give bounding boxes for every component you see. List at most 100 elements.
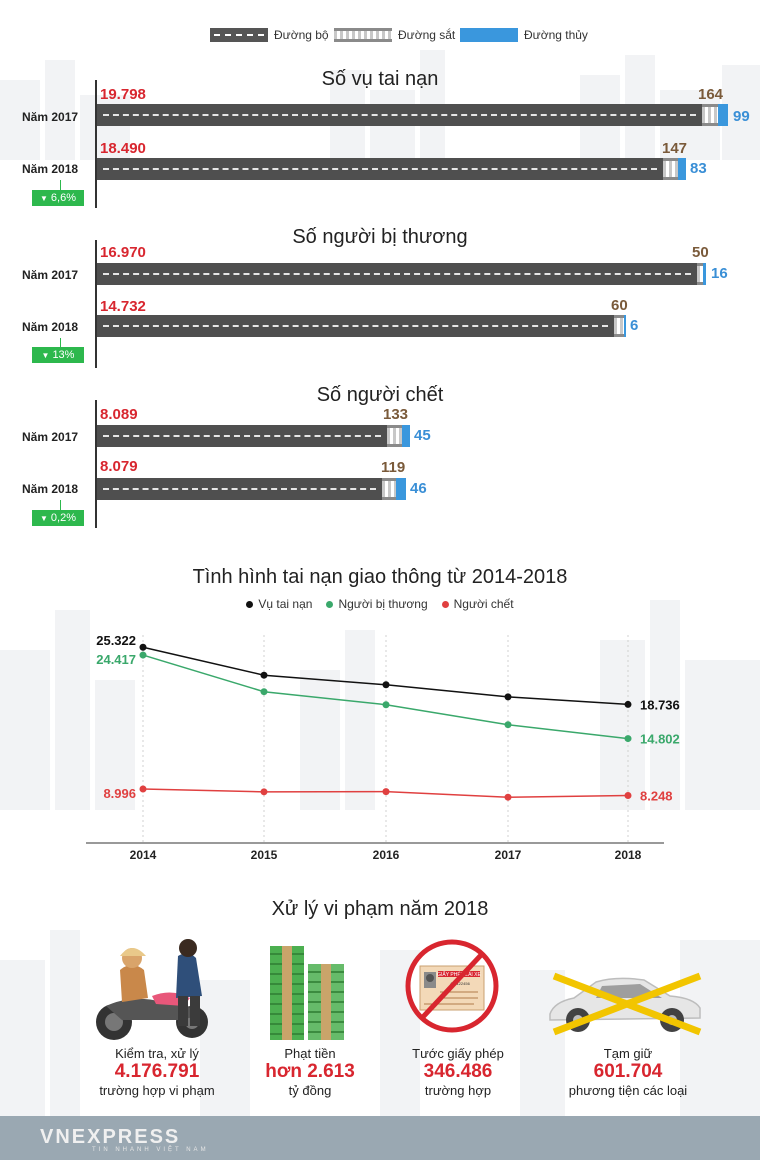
injured-title: Số người bị thương bbox=[292, 226, 468, 248]
deaths-year-2018: Năm 2018 bbox=[22, 482, 79, 496]
stat-license-sub: trường hợp bbox=[424, 1083, 492, 1098]
point-deaths-2016 bbox=[382, 788, 390, 796]
point-accidents-2016 bbox=[382, 681, 390, 689]
line-chart: 25.322 18.736 24.417 14.802 8.996 8.248 2014 2… bbox=[86, 633, 680, 862]
accidents-2017-rail-bar bbox=[702, 104, 718, 126]
injured-year-2017: Năm 2017 bbox=[22, 268, 79, 282]
brand-logo[interactable]: VNEXPRESS bbox=[40, 1126, 181, 1148]
accidents-2018-road-label: 18.490 bbox=[100, 140, 146, 157]
point-injured-2014 bbox=[139, 651, 147, 659]
point-injured-2017 bbox=[504, 721, 512, 729]
x-tick-2014: 2014 bbox=[130, 848, 157, 862]
injured-2018-road-bar bbox=[97, 315, 614, 337]
point-accidents-2018 bbox=[624, 700, 632, 708]
point-accidents-2014 bbox=[139, 643, 147, 651]
license-heading: GIẤY PHÉP LÁI XE bbox=[437, 971, 481, 978]
injured-axis bbox=[95, 240, 97, 368]
legend-road-label: Đường bộ bbox=[274, 28, 329, 42]
injured-change-connector bbox=[60, 338, 61, 348]
injured-2018-water-label: 6 bbox=[630, 317, 639, 334]
injured-year-2018: Năm 2018 bbox=[22, 320, 79, 334]
accidents-year-2017: Năm 2017 bbox=[22, 110, 79, 124]
injured-2018-rail-label: 60 bbox=[611, 297, 628, 314]
point-deaths-2014 bbox=[139, 785, 147, 793]
legend-injured-label: Người bị thương bbox=[338, 597, 428, 611]
injured-change-badge: ▼ 13% bbox=[32, 347, 84, 363]
accidents-2017-water-label: 99 bbox=[733, 108, 750, 125]
deaths-2018-rail-bar bbox=[382, 478, 396, 500]
point-deaths-2018 bbox=[624, 791, 632, 799]
legend-injured: Người bị thương bbox=[326, 596, 428, 612]
accidents-change-connector bbox=[60, 180, 61, 190]
legend-road: Đường bộ bbox=[210, 24, 329, 46]
revoked-license-icon: GIẤY PHÉP LÁI XE AK 122456 bbox=[405, 939, 499, 1033]
label-injured-last: 14.802 bbox=[640, 732, 680, 747]
accidents-2017-road-bar bbox=[97, 104, 702, 126]
deaths-2018-water-label: 46 bbox=[410, 480, 427, 497]
deaths-title: Số người chết bbox=[316, 384, 444, 406]
deaths-change-connector bbox=[60, 500, 61, 510]
stat-fine: Phạt tiền hơn 2.613 tỷ đồng bbox=[230, 1046, 390, 1098]
deaths-2018-road-label: 8.079 bbox=[100, 458, 138, 475]
point-deaths-2017 bbox=[504, 793, 512, 801]
accidents-2017-road-label: 19.798 bbox=[100, 86, 146, 103]
x-tick-2015: 2015 bbox=[251, 848, 278, 862]
line-chart-title: Tình hình tai nạn giao thông từ 2014-201… bbox=[192, 566, 568, 588]
point-injured-2018 bbox=[624, 735, 632, 743]
label-deaths-last: 8.248 bbox=[640, 788, 673, 803]
stat-license: Tước giấy phép 346.486 trường hợp bbox=[378, 1046, 538, 1098]
accidents-2017-water-bar bbox=[718, 104, 728, 126]
accidents-2018-road-bar bbox=[97, 158, 663, 180]
injured-change-value: 13% bbox=[52, 349, 75, 361]
deaths-year-2017: Năm 2017 bbox=[22, 430, 79, 444]
accidents-change-value: 6,6% bbox=[50, 192, 76, 204]
down-triangle-icon: ▼ bbox=[40, 193, 48, 203]
stat-impound-sub: phương tiện các loại bbox=[568, 1083, 688, 1098]
impounded-car-icon bbox=[549, 972, 702, 1036]
accidents-2018-water-label: 83 bbox=[690, 160, 707, 177]
deaths-2018-water-bar bbox=[396, 478, 406, 500]
legend-water-label: Đường thủy bbox=[524, 28, 588, 42]
deaths-change-badge: ▼ 0,2% bbox=[32, 510, 84, 526]
injured-2017-road-label: 16.970 bbox=[100, 244, 146, 261]
violations-title: Xử lý vi phạm năm 2018 bbox=[271, 898, 489, 920]
legend-rail-label: Đường sắt bbox=[398, 28, 456, 42]
point-accidents-2015 bbox=[260, 671, 268, 679]
deaths-2017-rail-label: 133 bbox=[383, 406, 409, 423]
deaths-2017-water-bar bbox=[402, 425, 410, 447]
legend-dot-black bbox=[246, 600, 254, 608]
stat-check-sub: trường hợp vi phạm bbox=[99, 1083, 215, 1098]
label-accidents-first: 25.322 bbox=[96, 633, 136, 648]
stat-check-label: Kiểm tra, xử lý bbox=[115, 1046, 199, 1061]
label-injured-first: 24.417 bbox=[96, 652, 136, 667]
down-triangle-icon: ▼ bbox=[41, 350, 50, 360]
license-code: AK 122456 bbox=[450, 981, 471, 986]
accidents-2018-rail-label: 147 bbox=[662, 140, 688, 157]
footer: VNEXPRESS TIN NHANH VIỆT NAM bbox=[0, 1116, 760, 1160]
stat-fine-label: Phạt tiền bbox=[284, 1046, 336, 1061]
accidents-axis bbox=[95, 80, 97, 208]
water-swatch bbox=[460, 28, 518, 42]
deaths-2017-road-bar bbox=[97, 425, 387, 447]
down-triangle-icon: ▼ bbox=[40, 513, 48, 523]
legend-accidents: Vụ tai nạn bbox=[246, 596, 312, 612]
legend-deaths: Người chết bbox=[441, 596, 514, 612]
line-chart-legend: Vụ tai nạn Người bị thương Người chết bbox=[0, 596, 760, 612]
x-tick-2016: 2016 bbox=[373, 848, 400, 862]
injured-2017-rail-bar bbox=[697, 263, 703, 285]
injured-2018-rail-bar bbox=[614, 315, 624, 337]
deaths-axis bbox=[95, 400, 97, 528]
stat-license-label: Tước giấy phép bbox=[412, 1046, 504, 1061]
brand-tagline: TIN NHANH VIỆT NAM bbox=[92, 1147, 209, 1153]
accidents-2017-rail-label: 164 bbox=[698, 86, 724, 103]
accidents-title: Số vụ tai nạn bbox=[321, 68, 439, 90]
stat-license-value: 346.486 bbox=[423, 1061, 493, 1082]
injured-2018-road-label: 14.732 bbox=[100, 298, 146, 315]
point-accidents-2017 bbox=[504, 693, 512, 701]
x-tick-2018: 2018 bbox=[615, 848, 642, 862]
deaths-2018-rail-label: 119 bbox=[381, 459, 406, 476]
transport-legend: Đường bộ Đường sắt Đường thủy bbox=[0, 24, 760, 46]
legend-dot-green bbox=[326, 600, 334, 608]
point-deaths-2015 bbox=[260, 788, 268, 796]
stat-impound: Tạm giữ 601.704 phương tiện các loại bbox=[548, 1046, 708, 1098]
